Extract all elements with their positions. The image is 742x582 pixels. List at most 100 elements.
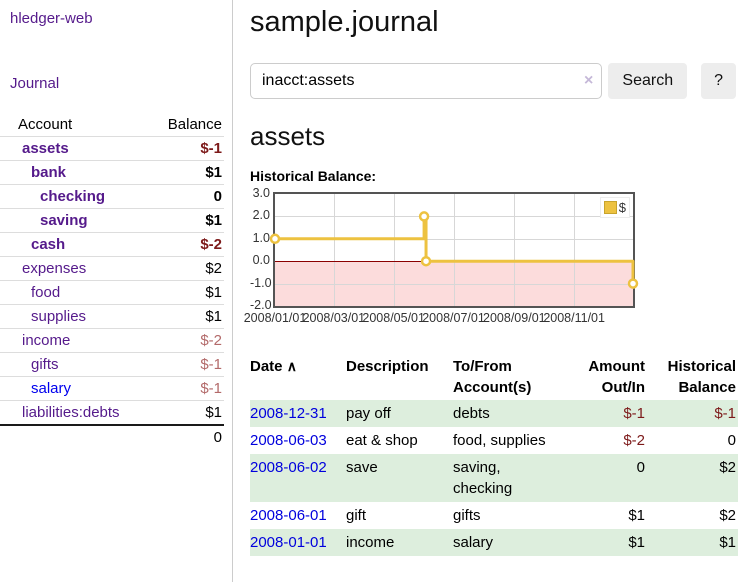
account-row-saving: saving $1	[0, 208, 224, 232]
chart-gridline	[453, 194, 455, 306]
y-axis-tick-label: -2.0	[250, 298, 272, 312]
account-row-food: food $1	[0, 280, 224, 304]
chart-heading: Historical Balance:	[250, 168, 377, 184]
help-button[interactable]: ?	[701, 63, 736, 99]
chart-gridline	[275, 238, 633, 240]
x-axis-tick-label: 2008/03/01	[302, 311, 366, 325]
transaction-accounts: salary	[453, 534, 494, 551]
account-link-salary[interactable]: salary	[31, 380, 72, 397]
account-row-cash: cash $-2	[0, 232, 224, 256]
account-balance: $1	[205, 212, 222, 229]
main-content: sample.journal × Search ? assets Histori…	[234, 0, 742, 582]
transaction-accounts: debts	[453, 405, 490, 422]
transaction-amount: $1	[628, 534, 645, 551]
x-axis-tick-label: 2008/01/01	[243, 311, 307, 325]
transaction-balance: $1	[719, 534, 736, 551]
account-balance: $1	[205, 164, 222, 181]
account-link-checking[interactable]: checking	[40, 188, 106, 205]
transaction-date-link[interactable]: 2008-01-01	[250, 534, 327, 551]
register-row: 2008-06-03 eat & shop food, supplies $-2…	[250, 427, 738, 454]
y-axis-tick-label: 0.0	[252, 253, 270, 268]
x-axis-tick-label: 2008/09/01	[483, 311, 546, 325]
account-link-expenses[interactable]: expenses	[22, 260, 87, 277]
sort-ascending-icon: ∧	[286, 358, 297, 374]
transaction-balance: 0	[727, 432, 736, 449]
chart-series-line	[269, 211, 639, 289]
account-link-assets[interactable]: assets	[22, 140, 69, 157]
transaction-amount: $-1	[623, 405, 645, 422]
account-row-gifts: gifts $-1	[0, 352, 224, 376]
account-balance: $1	[205, 404, 222, 421]
transaction-accounts: gifts	[453, 507, 481, 524]
transaction-amount: $1	[628, 507, 645, 524]
chart-gridline	[393, 194, 395, 306]
legend-label: $	[618, 200, 626, 215]
register-row: 2008-06-01 gift gifts $1 $2	[250, 502, 738, 529]
account-balance: $-1	[200, 140, 222, 157]
account-row-supplies: supplies $1	[0, 304, 224, 328]
account-row-liabilities-debts: liabilities:debts $1	[0, 400, 224, 424]
transaction-amount: 0	[636, 459, 645, 476]
transaction-description: gift	[346, 507, 367, 524]
clear-search-icon[interactable]: ×	[584, 72, 594, 89]
transaction-description: income	[346, 534, 395, 551]
account-row-bank: bank $1	[0, 160, 224, 184]
col-header-description: Description	[346, 358, 429, 375]
transaction-date-link[interactable]: 2008-06-02	[250, 459, 327, 476]
account-heading: assets	[250, 121, 326, 151]
balance-column-header: Balance	[167, 115, 222, 133]
register-header-row: Date ∧ Description To/From Account(s) Am…	[250, 354, 738, 400]
chart-gridline	[333, 194, 335, 306]
y-axis-tick-label: -1.0	[250, 275, 272, 290]
transaction-date-link[interactable]: 2008-06-03	[250, 432, 327, 449]
transaction-description: save	[346, 459, 378, 476]
transaction-date-link[interactable]: 2008-06-01	[250, 507, 327, 524]
account-row-assets: assets $-1	[0, 136, 224, 160]
register-row: 2008-01-01 income salary $1 $1	[250, 529, 738, 556]
search-button[interactable]: Search	[608, 63, 688, 99]
account-row-checking: checking 0	[0, 184, 224, 208]
y-axis-tick-label: 3.0	[252, 186, 270, 200]
x-axis-tick-label: 2008/07/01	[422, 311, 485, 325]
historical-balance-chart: 3.0 2.0 1.0 0.0 -1.0 -2.0 $ 2008/01/01 2008/03…	[244, 186, 736, 334]
account-link-cash[interactable]: cash	[31, 236, 66, 253]
account-balance: $-2	[200, 236, 222, 253]
page-title: sample.journal	[250, 6, 439, 38]
accounts-table-header: Account Balance	[0, 112, 224, 136]
account-link-supplies[interactable]: supplies	[31, 308, 87, 325]
account-link-income[interactable]: income	[22, 332, 71, 349]
account-link-liabilities-debts[interactable]: liabilities:debts	[22, 404, 120, 421]
x-axis-tick-label: 2008/05/01	[362, 311, 425, 325]
register-table: Date ∧ Description To/From Account(s) Am…	[250, 354, 738, 556]
account-link-saving[interactable]: saving	[40, 212, 88, 229]
search-box: ×	[250, 63, 603, 99]
chart-gridline	[275, 216, 633, 218]
account-link-gifts[interactable]: gifts	[31, 356, 59, 373]
y-axis-tick-label: 2.0	[252, 208, 270, 223]
account-balance: $-1	[200, 356, 222, 373]
search-input[interactable]	[250, 63, 603, 99]
register-row: 2008-12-31 pay off debts $-1 $-1	[250, 400, 738, 427]
accounts-total-value: 0	[213, 428, 222, 446]
register-row: 2008-06-02 save saving, checking 0 $2	[250, 454, 738, 502]
account-link-food[interactable]: food	[31, 284, 61, 301]
transaction-date-link[interactable]: 2008-12-31	[250, 405, 327, 422]
account-balance: 0	[213, 188, 222, 205]
legend-swatch-icon	[603, 201, 617, 214]
account-link-bank[interactable]: bank	[31, 164, 67, 181]
account-row-expenses: expenses $2	[0, 256, 224, 280]
sidebar: hledger-web Journal Account Balance asse…	[0, 0, 233, 582]
col-header-date[interactable]: Date ∧	[250, 358, 297, 375]
col-header-balance: Historical Balance	[667, 358, 736, 396]
account-column-header: Account	[18, 115, 73, 133]
x-axis-tick-label: 2008/11/01	[543, 311, 605, 325]
sidebar-item-journal[interactable]: Journal	[10, 75, 60, 92]
transaction-description: pay off	[346, 405, 391, 422]
accounts-table: Account Balance assets $-1 bank $1 check…	[0, 112, 224, 448]
col-header-accounts: To/From Account(s)	[453, 358, 532, 396]
account-balance: $-2	[200, 332, 222, 349]
transaction-accounts: saving, checking	[453, 459, 513, 497]
brand-link[interactable]: hledger-web	[10, 10, 93, 27]
account-row-income: income $-2	[0, 328, 224, 352]
transaction-balance: $2	[719, 507, 736, 524]
